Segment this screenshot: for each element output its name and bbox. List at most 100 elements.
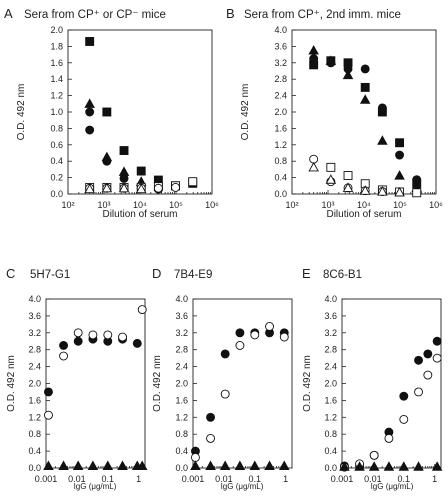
y-tick-label: 0.2: [50, 173, 63, 183]
y-tick-label: 1.6: [324, 395, 337, 405]
data-point-circle-open: [190, 452, 200, 462]
data-point-circle-open: [423, 370, 433, 380]
panel-title: Sera from CP⁺ or CP⁻ mice: [24, 9, 166, 21]
y-tick-label: 4.0: [324, 294, 337, 304]
series-triangle-filled: [190, 460, 290, 470]
data-point-triangle-filled: [359, 94, 371, 104]
y-tick-label: 0.4: [50, 156, 63, 166]
y-tick-label: 0.8: [274, 156, 287, 166]
y-axis-label: O.D. 492 nm: [6, 355, 17, 412]
data-point-circle-open: [250, 330, 260, 340]
y-tick-label: 3.2: [324, 328, 337, 338]
data-point-circle-filled: [220, 349, 230, 359]
data-point-triangle-open: [118, 182, 130, 193]
y-tick-label: 4.0: [274, 25, 287, 35]
series-triangle-filled: [43, 460, 148, 470]
y-tick-label: 3.6: [28, 311, 41, 321]
data-point-circle-open: [103, 330, 113, 340]
x-tick-label: 10²: [285, 200, 298, 210]
data-point-triangle-filled: [342, 69, 354, 80]
y-tick-label: 3.6: [274, 41, 287, 51]
y-tick-label: 4.0: [175, 294, 188, 304]
data-point-circle-filled: [206, 412, 216, 422]
data-point-triangle-open: [84, 183, 95, 194]
data-point-triangle-open: [101, 182, 113, 193]
y-tick-label: 3.2: [274, 58, 287, 68]
data-point-circle-open: [384, 433, 394, 443]
data-point-triangle-filled: [117, 460, 128, 470]
series-triangle-filled: [84, 98, 147, 186]
data-point-triangle-filled: [279, 460, 290, 470]
x-tick-label: 10⁴: [133, 200, 147, 210]
y-tick-label: 3.2: [28, 328, 41, 338]
series-circle-open: [339, 353, 442, 472]
panel-b: B Sera from CP⁺, 2nd imm. mice 0.0 0.4 0.8 1.…: [226, 6, 443, 220]
panel-letter: A: [4, 6, 13, 21]
plot-frame: [341, 298, 442, 469]
data-point-circle-filled: [235, 328, 245, 338]
panel-title: 7B4-E9: [174, 269, 212, 281]
data-point-triangle-filled: [219, 460, 231, 470]
x-tick-label: 10³: [321, 200, 334, 210]
data-point-circle-filled: [395, 150, 405, 160]
y-tick-label: 1.2: [50, 91, 63, 101]
data-point-triangle-filled: [118, 166, 130, 176]
panel-title: Sera from CP⁺, 2nd imm. mice: [244, 9, 401, 21]
data-point-square-filled: [136, 166, 146, 176]
y-tick-label: 1.2: [274, 140, 287, 150]
data-point-square-filled: [360, 82, 370, 92]
data-point-circle-filled: [132, 338, 142, 348]
data-point-circle-filled: [43, 387, 53, 397]
data-point-circle-filled: [412, 175, 422, 185]
data-point-triangle-filled: [431, 461, 443, 471]
x-tick-label: 10⁵: [393, 200, 407, 210]
data-point-triangle-filled: [264, 460, 275, 470]
panel-title: 8C6-B1: [323, 269, 362, 281]
data-point-triangle-open: [342, 182, 354, 192]
y-tick-label: 1.6: [50, 58, 63, 68]
data-point-triangle-filled: [413, 461, 424, 471]
y-tick-label: 1.2: [175, 412, 188, 422]
data-point-square-open: [412, 188, 422, 198]
panel-d: D 7B4-E9 0.0 0.4 0.8 1.2 1.6 2.0 2.4 2.8 3.2 3.6 4.0…: [152, 266, 293, 491]
series-triangle-open: [308, 161, 405, 197]
x-tick-label: 10⁴: [357, 200, 371, 210]
data-point-triangle-open: [377, 186, 388, 196]
data-point-circle-open: [265, 322, 274, 331]
data-point-triangle-open: [308, 161, 319, 172]
panel-letter: C: [6, 266, 15, 281]
y-tick-label: 3.6: [175, 311, 188, 321]
y-tick-label: 0.4: [324, 446, 337, 456]
y-tick-label: 0.0: [274, 189, 287, 199]
data-point-triangle-filled: [58, 460, 69, 470]
data-point-triangle-filled: [398, 461, 410, 471]
series-circle-filled: [43, 334, 142, 397]
y-tick-label: 4.0: [28, 294, 41, 304]
data-point-circle-open: [118, 332, 127, 342]
series-circle-filled: [339, 336, 442, 471]
y-axis-label: O.D. 492 nm: [16, 84, 27, 141]
data-point-circle-filled: [343, 64, 353, 74]
data-point-triangle-filled: [383, 461, 395, 471]
y-tick-label: 2.0: [175, 379, 188, 389]
data-point-circle-filled: [309, 54, 319, 64]
panel-a: A Sera from CP⁺ or CP⁻ mice 0.0 0.2 0.4 0.6 0.…: [4, 6, 219, 220]
y-tick-label: 1.4: [50, 74, 63, 84]
data-point-triangle-open: [135, 183, 147, 194]
data-point-triangle-filled: [102, 460, 114, 470]
x-tick-label: 1: [283, 474, 288, 484]
x-tick-label: 0.001: [182, 474, 205, 484]
data-point-triangle-filled: [43, 460, 54, 470]
data-point-circle-open: [171, 182, 181, 192]
panel-e: E 8C6-B1 0.0 0.4 0.8 1.2 1.6 2.0 2.4 2.8 3.2 3.6 4.0…: [302, 266, 443, 491]
x-tick-label: 10⁶: [429, 200, 443, 210]
x-tick-label: 0.001: [35, 474, 58, 484]
x-tick-label: 0.1: [249, 474, 262, 484]
y-tick-label: 2.0: [50, 25, 63, 35]
x-axis-label: Dilution of serum: [102, 209, 177, 220]
y-tick-label: 0.6: [50, 140, 63, 150]
y-tick-label: 0.8: [50, 123, 63, 133]
data-point-triangle-filled: [101, 151, 113, 162]
y-tick-label: 2.0: [28, 379, 41, 389]
